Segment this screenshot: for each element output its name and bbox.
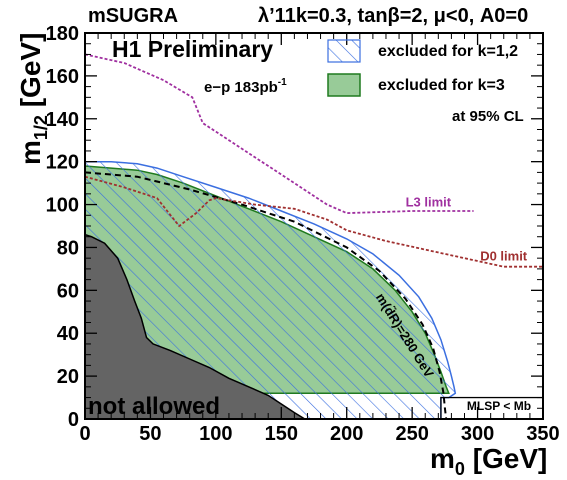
x-axis-title: m0 [GeV] xyxy=(430,443,547,479)
y-axis-unit: [GeV] xyxy=(15,33,46,115)
x-tick-label: 100 xyxy=(199,423,232,445)
header-parameters: λ’11k=0.3, tanβ=2, μ<0, A0=0 xyxy=(258,5,528,27)
legend-swatch-k3 xyxy=(327,73,361,97)
y-tick-label: 40 xyxy=(57,323,79,345)
l3-limit-line xyxy=(85,53,474,215)
confidence-level-label: at 95% CL xyxy=(452,108,524,125)
x-axis-symbol: m xyxy=(430,443,455,474)
lsp-label: MLSP < Mb xyxy=(467,399,531,413)
x-tick-label: 150 xyxy=(265,423,298,445)
y-tick-label: 0 xyxy=(68,409,79,431)
luminosity-label: e−p 183pb-1 xyxy=(204,77,287,96)
l3-limit-label: L3 limit xyxy=(406,195,452,210)
legend-swatch-k12 xyxy=(327,39,361,63)
y-tick-label: 60 xyxy=(57,280,79,302)
y-tick-label: 20 xyxy=(57,366,79,388)
legend-label-k12: excluded for k=1,2 xyxy=(378,43,518,60)
legend: excluded for k=1,2 excluded for k=3 xyxy=(327,39,518,97)
d0-limit-line xyxy=(85,175,543,268)
header-model: mSUGRA xyxy=(88,5,178,27)
x-axis-unit: [GeV] xyxy=(465,443,547,474)
y-axis-symbol: m xyxy=(15,140,46,165)
luminosity-text: e−p 183pb xyxy=(204,79,278,96)
not-allowed-label: not allowed xyxy=(88,393,220,420)
x-tick-label: 300 xyxy=(461,423,494,445)
x-axis-subscript: 0 xyxy=(455,459,465,479)
y-tick-label: 140 xyxy=(46,109,79,131)
mass-contour-line xyxy=(85,171,448,419)
y-axis-title: m1/2 [GeV] xyxy=(15,33,51,165)
not-allowed-region xyxy=(85,233,307,419)
y-tick-label: 100 xyxy=(46,195,79,217)
y-tick-label: 80 xyxy=(57,237,79,259)
x-tick-label: 50 xyxy=(139,423,161,445)
y-tick-label: 180 xyxy=(46,23,79,45)
y-axis-subscript: 1/2 xyxy=(31,115,51,140)
x-tick-label: 350 xyxy=(526,423,559,445)
x-tick-label: 200 xyxy=(330,423,363,445)
legend-label-k3: excluded for k=3 xyxy=(378,77,505,94)
plot-title: H1 Preliminary xyxy=(112,36,273,62)
y-tick-label: 120 xyxy=(46,152,79,174)
luminosity-exponent: -1 xyxy=(278,77,287,88)
x-tick-label: 0 xyxy=(79,423,90,445)
y-tick-label: 160 xyxy=(46,66,79,88)
d0-limit-label: D0 limit xyxy=(480,248,528,263)
x-tick-label: 250 xyxy=(395,423,428,445)
